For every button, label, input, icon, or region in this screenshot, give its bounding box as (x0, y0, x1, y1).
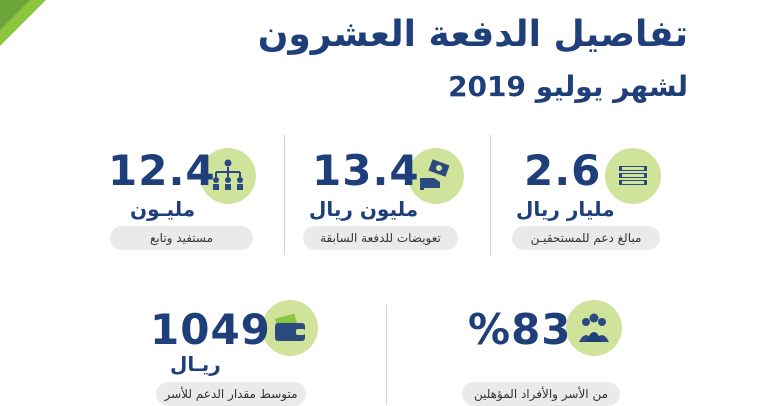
hand-money-icon (408, 148, 464, 204)
hierarchy-icon (200, 148, 256, 204)
stat-value: 13.4 (312, 146, 420, 195)
stat-label: مبالغ دعم للمستحقيـن (512, 226, 660, 250)
divider (490, 135, 491, 255)
corner-accent-dark (0, 0, 30, 30)
page-title: تفاصيل الدفعة العشرون (257, 14, 688, 55)
divider (284, 135, 285, 255)
stat-label: متوسط مقدار الدعم للأسر (156, 382, 306, 406)
stat-unit: ريـال (170, 352, 221, 376)
page-subtitle: لشهر يوليو 2019 (448, 70, 688, 103)
stat-label: تعويضات للدفعة السابقة (303, 226, 458, 250)
stat-value: 1049 (150, 305, 271, 354)
stat-unit: مليـون (130, 197, 196, 221)
stat-value: %83 (468, 305, 572, 354)
stat-label: من الأسر والأفراد المؤهلين (462, 382, 620, 406)
divider (386, 305, 387, 405)
stat-unit: مليار ريال (516, 197, 615, 221)
family-icon (566, 300, 622, 356)
stat-unit: مليون ريال (309, 197, 419, 221)
money-stack-icon (605, 148, 661, 204)
wallet-icon (262, 300, 318, 356)
stat-label: مستفيد وتابع (110, 226, 253, 250)
stat-value: 2.6 (524, 146, 602, 195)
stat-value: 12.4 (108, 146, 216, 195)
